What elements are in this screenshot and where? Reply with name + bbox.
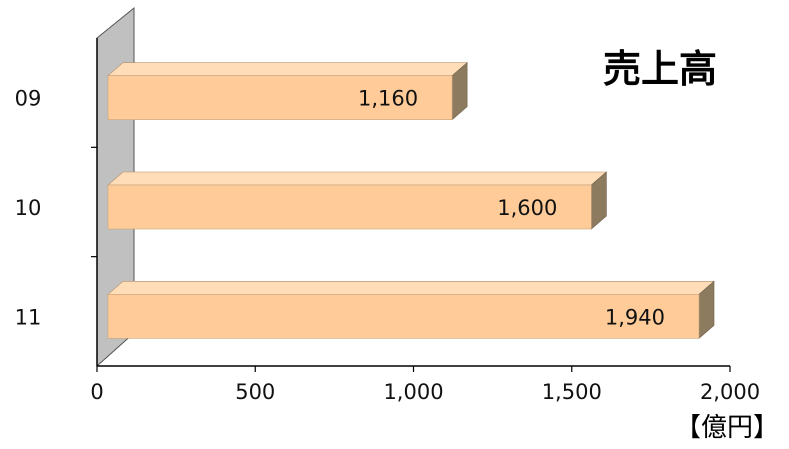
unit-label: 【億円】 (675, 413, 779, 443)
bar-top-face (107, 62, 468, 76)
y-axis-ticks (91, 146, 97, 258)
bar-top-face (107, 171, 608, 186)
x-axis-ticks: 0 500 1,000 1,500 2,000 (90, 366, 760, 404)
chart-title: 売上高 (603, 47, 717, 91)
bar-front-face (107, 184, 592, 230)
labels: 1,160 09 1,600 10 1,940 11 (15, 87, 665, 330)
bars (107, 62, 715, 339)
bar-top-face (107, 281, 715, 295)
x-tick-label: 1,000 (383, 380, 443, 404)
bar-front-face (107, 75, 453, 120)
bar-11 (107, 280, 715, 339)
category-label: 10 (15, 196, 42, 220)
bar-10 (107, 171, 608, 230)
bar-09 (107, 62, 468, 121)
x-tick-label: 2,000 (700, 380, 760, 404)
bar-front-face (107, 294, 700, 339)
value-label: 1,160 (358, 87, 418, 111)
value-label: 1,600 (497, 196, 557, 220)
x-tick-label: 1,500 (542, 380, 602, 404)
x-tick-label: 0 (90, 380, 103, 404)
category-label: 09 (15, 87, 42, 111)
category-label: 11 (15, 305, 42, 329)
x-tick-label: 500 (235, 380, 275, 404)
value-label: 1,940 (605, 305, 665, 329)
